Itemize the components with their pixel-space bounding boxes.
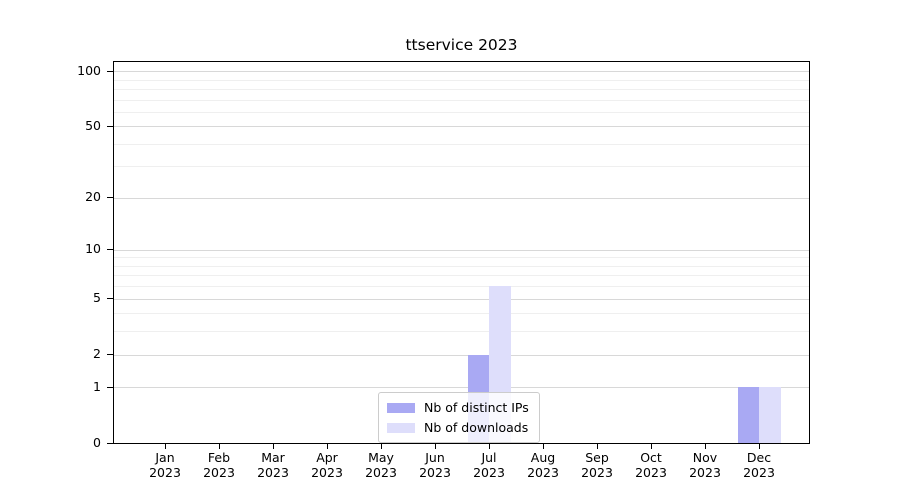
x-tick-label-dec: Dec 2023 — [731, 450, 787, 480]
x-tick-year: 2023 — [203, 465, 235, 480]
gridline-y-90 — [114, 79, 809, 81]
legend-label-downloads: Nb of downloads — [424, 420, 529, 435]
x-tick-year: 2023 — [527, 465, 559, 480]
x-tick-mar — [273, 443, 274, 449]
gridline-y-60 — [114, 111, 809, 113]
legend: Nb of distinct IPs Nb of downloads — [378, 392, 540, 443]
y-tick-2 — [107, 354, 113, 355]
x-tick-label-aug: Aug 2023 — [515, 450, 571, 480]
x-tick-oct — [651, 443, 652, 449]
x-tick-month: Dec — [746, 450, 772, 465]
y-tick-5 — [107, 298, 113, 300]
y-tick-1 — [107, 386, 113, 388]
x-tick-year: 2023 — [743, 465, 775, 480]
x-tick-month: Nov — [692, 450, 718, 465]
x-tick-month: Jun — [425, 450, 445, 465]
plot-area: 0 1 2 5 10 20 50 100 Jan 2023 Feb 2023 Mar 2023 Apr 202… — [77, 61, 810, 480]
gridline-y-30 — [114, 166, 809, 168]
gridline-y-3 — [114, 331, 809, 333]
y-tick-label-5: 5 — [93, 290, 101, 306]
x-tick-aug — [543, 443, 544, 449]
gridline-y-40 — [114, 143, 809, 145]
gridline-y-6 — [114, 286, 809, 288]
x-tick-month: May — [368, 450, 394, 465]
x-tick-month: Oct — [640, 450, 662, 465]
y-tick-label-50: 50 — [85, 117, 101, 133]
chart-title: ttservice 2023 — [405, 36, 518, 54]
gridline-y-100 — [114, 71, 809, 72]
x-tick-year: 2023 — [689, 465, 721, 480]
y-tick-label-0: 0 — [93, 434, 101, 450]
gridline-y-4 — [114, 313, 809, 315]
x-tick-year: 2023 — [635, 465, 667, 480]
gridline-y-1 — [114, 387, 809, 389]
x-tick-label-nov: Nov 2023 — [677, 450, 733, 480]
x-tick-month: Aug — [530, 450, 556, 465]
x-tick-jul — [489, 443, 490, 449]
x-tick-label-jun: Jun 2023 — [407, 450, 463, 480]
x-tick-month: Apr — [316, 450, 338, 465]
gridline-y-80 — [114, 88, 809, 90]
x-tick-year: 2023 — [581, 465, 613, 480]
x-tick-label-apr: Apr 2023 — [299, 450, 355, 480]
x-tick-year: 2023 — [419, 465, 451, 480]
gridline-y-50 — [114, 126, 809, 128]
y-tick-100 — [107, 70, 113, 72]
x-tick-dec — [759, 443, 760, 449]
gridline-y-8 — [114, 265, 809, 267]
x-tick-month: Sep — [585, 450, 609, 465]
x-tick-label-feb: Feb 2023 — [191, 450, 247, 480]
gridline-y-70 — [114, 99, 809, 101]
y-tick-0 — [107, 442, 113, 444]
x-tick-label-may: May 2023 — [353, 450, 409, 480]
x-tick-jan — [165, 443, 166, 449]
x-tick-jun — [435, 443, 436, 449]
gridline-y-5 — [114, 298, 809, 300]
x-tick-year: 2023 — [365, 465, 397, 480]
x-tick-may — [381, 443, 382, 449]
y-tick-label-20: 20 — [85, 189, 101, 205]
x-tick-nov — [705, 443, 706, 449]
x-tick-sep — [597, 443, 598, 449]
legend-swatch-distinct-ips — [387, 402, 415, 413]
x-tick-year: 2023 — [149, 465, 181, 480]
legend-label-distinct-ips: Nb of distinct IPs — [424, 400, 529, 415]
gridline-y-2 — [114, 354, 809, 356]
x-tick-year: 2023 — [473, 465, 505, 480]
y-tick-10 — [107, 249, 113, 251]
gridline-y-9 — [114, 257, 809, 259]
x-tick-label-jan: Jan 2023 — [137, 450, 193, 480]
legend-entry-downloads: Nb of downloads — [387, 420, 529, 435]
x-tick-label-oct: Oct 2023 — [623, 450, 679, 480]
legend-swatch-downloads — [387, 422, 415, 433]
gridline-y-20 — [114, 197, 809, 199]
y-tick-20 — [107, 197, 113, 199]
gridline-y-10 — [114, 249, 809, 251]
x-tick-year: 2023 — [311, 465, 343, 480]
x-tick-feb — [219, 443, 220, 449]
y-tick-label-2: 2 — [93, 346, 101, 361]
y-tick-label-100: 100 — [77, 62, 101, 78]
bar-dec-distinct-ips — [737, 387, 759, 443]
y-tick-label-1: 1 — [93, 378, 101, 394]
x-tick-month: Feb — [207, 450, 231, 465]
x-tick-label-sep: Sep 2023 — [569, 450, 625, 480]
y-tick-label-10: 10 — [85, 241, 101, 257]
gridline-y-7 — [114, 275, 809, 277]
x-tick-month: Jan — [155, 450, 175, 465]
x-tick-month: Jul — [481, 450, 497, 465]
x-tick-apr — [327, 443, 328, 449]
x-tick-label-mar: Mar 2023 — [245, 450, 301, 480]
y-tick-50 — [107, 125, 113, 127]
x-tick-year: 2023 — [257, 465, 289, 480]
bar-dec-downloads — [759, 387, 781, 443]
x-tick-month: Mar — [261, 450, 285, 465]
x-tick-label-jul: Jul 2023 — [461, 450, 517, 480]
legend-entry-distinct-ips: Nb of distinct IPs — [387, 400, 529, 415]
